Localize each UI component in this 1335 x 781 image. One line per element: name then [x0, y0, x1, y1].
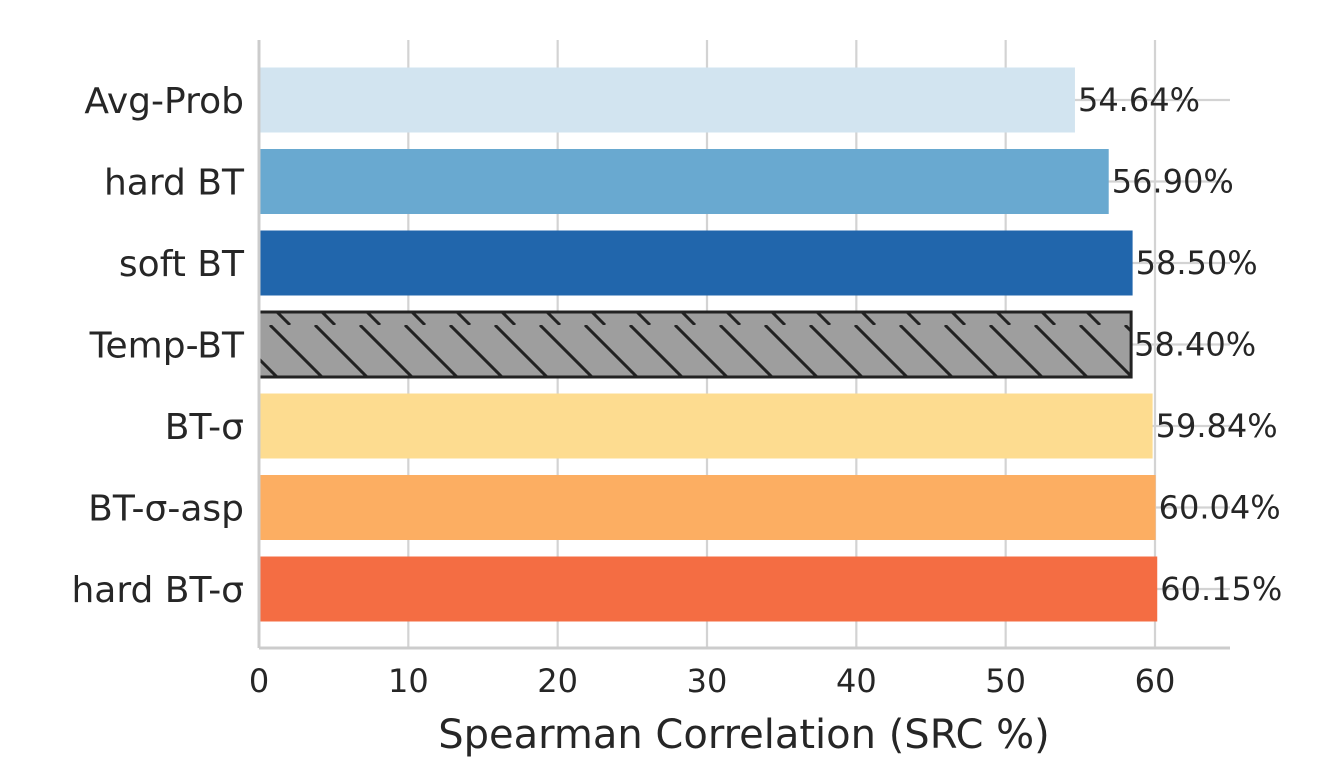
- bar-2: [259, 230, 1133, 296]
- category-label-0: Avg-Prob: [84, 81, 244, 122]
- category-label-3: Temp-BT: [89, 326, 245, 367]
- value-label-3: 58.40%: [1134, 326, 1256, 364]
- value-label-2: 58.50%: [1136, 244, 1258, 282]
- category-label-4: BT-σ: [165, 407, 244, 448]
- value-label-5: 60.04%: [1159, 489, 1281, 527]
- x-tick-label-60: 60: [1135, 662, 1176, 700]
- x-tick-label-0: 0: [249, 662, 269, 700]
- category-label-1: hard BT: [104, 163, 245, 204]
- bar-hatch-3: [257, 310, 1133, 379]
- labels: Avg-Prob 54.64% hard BT 56.90% soft BT 58.50%…: [71, 81, 1282, 700]
- value-label-0: 54.64%: [1078, 81, 1200, 119]
- bar-1: [259, 149, 1109, 214]
- value-label-4: 59.84%: [1156, 407, 1278, 445]
- bar-4: [259, 393, 1153, 459]
- axes: [257, 40, 1230, 650]
- bar-6: [259, 556, 1158, 622]
- category-label-6: hard BT-σ: [71, 570, 244, 611]
- x-tick-label-40: 40: [836, 662, 877, 700]
- x-tick-label-10: 10: [388, 662, 429, 700]
- value-label-1: 56.90%: [1112, 163, 1234, 201]
- x-tick-label-20: 20: [537, 662, 578, 700]
- x-tick-label-50: 50: [985, 662, 1026, 700]
- x-tick-label-30: 30: [687, 662, 728, 700]
- category-label-2: soft BT: [119, 244, 245, 285]
- bars: [257, 67, 1158, 622]
- bar-5: [259, 475, 1156, 540]
- bar-0: [259, 67, 1075, 133]
- category-label-5: BT-σ-asp: [88, 489, 244, 530]
- value-label-6: 60.15%: [1160, 570, 1282, 608]
- x-axis-label: Spearman Correlation (SRC %): [438, 712, 1050, 758]
